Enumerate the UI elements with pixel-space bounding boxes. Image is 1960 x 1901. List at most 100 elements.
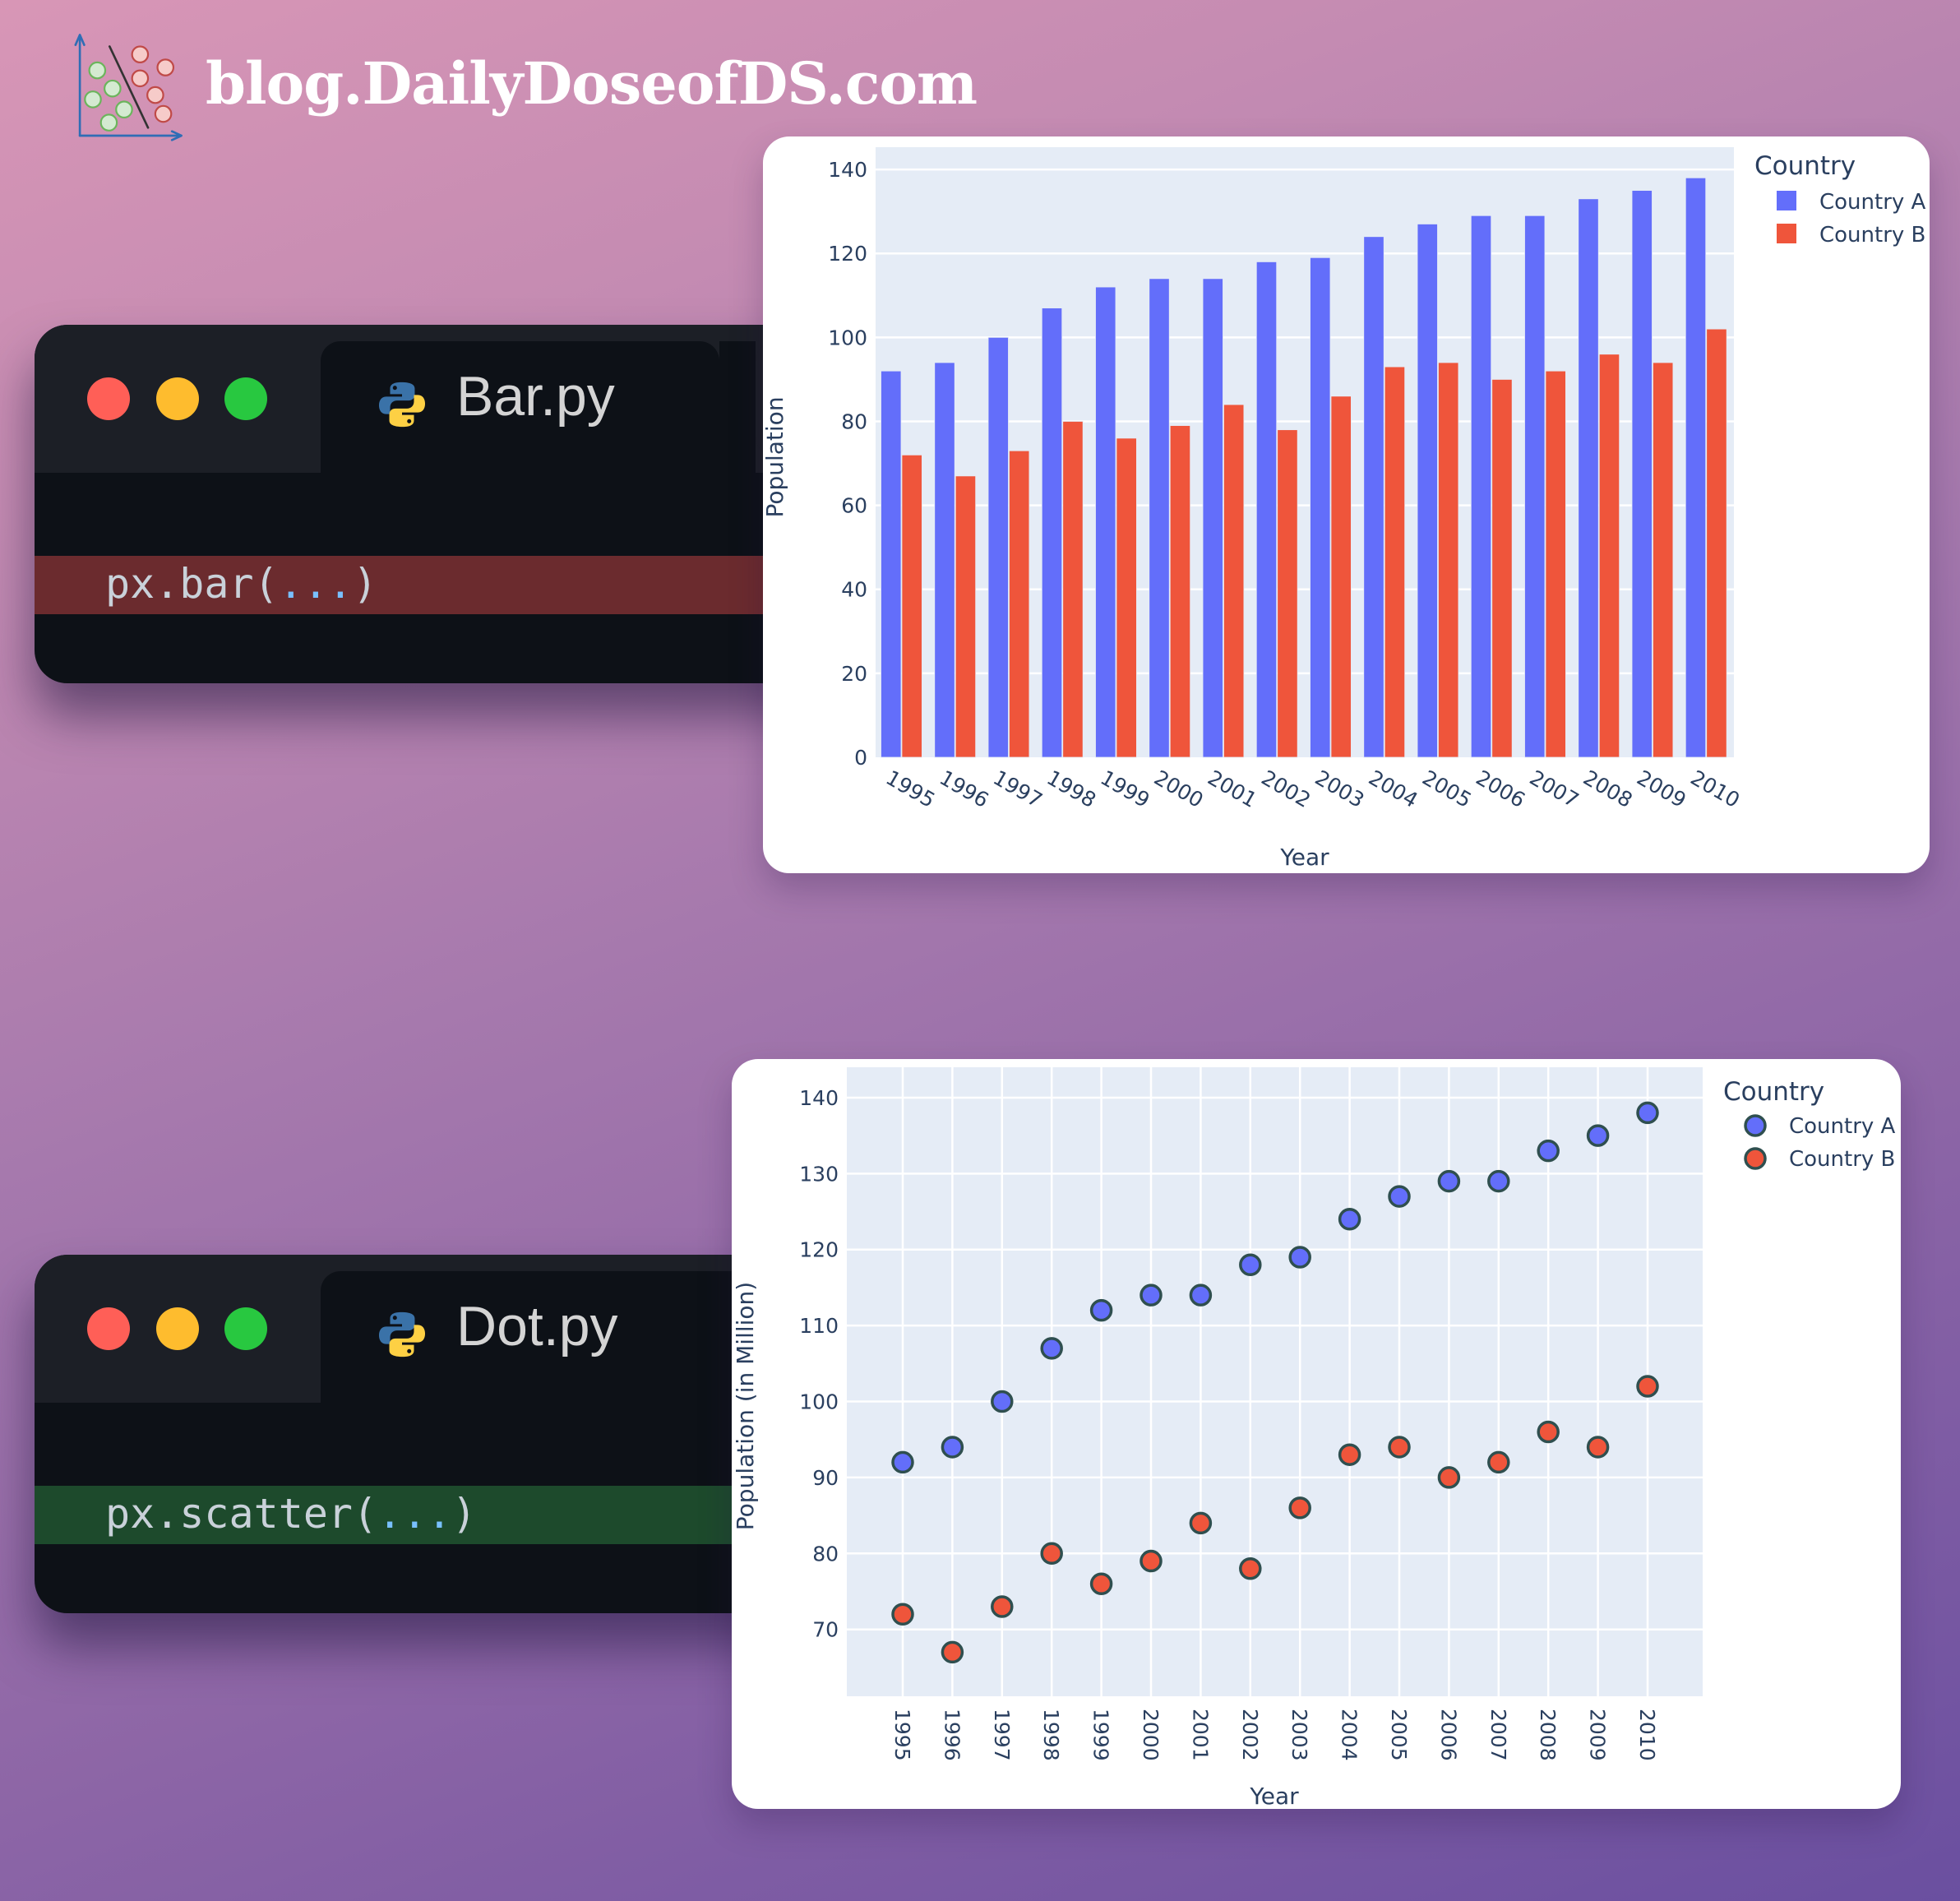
bar-country-b-2006[interactable] xyxy=(1491,378,1513,758)
point-country-b-1997[interactable] xyxy=(991,1595,1014,1618)
point-country-b-2010[interactable] xyxy=(1636,1375,1659,1398)
point-country-a-2008[interactable] xyxy=(1537,1139,1560,1163)
bar-country-b-1998[interactable] xyxy=(1062,421,1084,758)
x-tick-label: 2005 xyxy=(1387,1709,1411,1761)
point-country-a-2000[interactable] xyxy=(1139,1284,1163,1307)
legend-item-country-a[interactable]: Country A xyxy=(1744,1114,1896,1139)
y-tick-label: 90 xyxy=(812,1466,839,1490)
bar-country-a-1999[interactable] xyxy=(1095,286,1116,758)
bar-country-b-2009[interactable] xyxy=(1653,362,1674,758)
bar-country-b-2004[interactable] xyxy=(1384,366,1406,758)
point-country-a-2003[interactable] xyxy=(1288,1246,1311,1269)
bar-country-a-2003[interactable] xyxy=(1310,257,1331,758)
minimize-window-button[interactable] xyxy=(156,377,199,420)
point-country-a-1996[interactable] xyxy=(941,1436,964,1459)
minimize-window-button[interactable] xyxy=(156,1307,199,1350)
x-tick-label: 2009 xyxy=(1633,765,1690,812)
y-tick-label: 60 xyxy=(841,494,867,518)
point-country-b-2000[interactable] xyxy=(1139,1549,1163,1573)
point-country-b-1996[interactable] xyxy=(941,1640,964,1664)
bar-country-b-2007[interactable] xyxy=(1545,370,1566,758)
point-country-b-2002[interactable] xyxy=(1239,1557,1262,1580)
point-country-b-2003[interactable] xyxy=(1288,1496,1311,1519)
point-country-b-2005[interactable] xyxy=(1388,1436,1411,1459)
bar-country-a-1998[interactable] xyxy=(1041,308,1063,758)
legend-swatch-a xyxy=(1777,191,1796,210)
legend-item-country-a[interactable]: Country A xyxy=(1777,190,1926,215)
point-country-b-1998[interactable] xyxy=(1040,1542,1063,1566)
y-tick-label: 70 xyxy=(812,1618,839,1642)
point-country-a-1998[interactable] xyxy=(1040,1337,1063,1360)
point-country-a-2006[interactable] xyxy=(1437,1169,1461,1193)
point-country-b-2004[interactable] xyxy=(1338,1443,1361,1466)
close-window-button[interactable] xyxy=(87,377,130,420)
legend-item-country-b[interactable]: Country B xyxy=(1777,223,1925,247)
point-country-b-1999[interactable] xyxy=(1089,1572,1113,1596)
y-tick-label: 110 xyxy=(799,1314,839,1338)
bar-country-a-2009[interactable] xyxy=(1631,190,1653,758)
bar-country-b-2003[interactable] xyxy=(1330,395,1352,758)
bar-country-a-2004[interactable] xyxy=(1363,236,1384,758)
tab-filename: Bar.py xyxy=(456,365,615,428)
point-country-a-2005[interactable] xyxy=(1388,1185,1411,1208)
x-axis-title: Year xyxy=(1279,844,1329,871)
x-tick-label: 2001 xyxy=(1188,1709,1212,1761)
bar-country-a-1995[interactable] xyxy=(881,370,902,758)
close-window-button[interactable] xyxy=(87,1307,130,1350)
tab-spacer xyxy=(719,341,756,473)
bar-country-b-1995[interactable] xyxy=(901,454,922,758)
point-country-a-1995[interactable] xyxy=(891,1450,914,1474)
y-axis-ticks: 0 20 40 60 80 100 120 140 xyxy=(828,158,867,770)
tab-dot-py[interactable]: Dot.py xyxy=(321,1271,751,1403)
tab-bar-py[interactable]: Bar.py xyxy=(321,341,719,473)
point-country-a-1997[interactable] xyxy=(991,1390,1014,1413)
bar-country-a-2010[interactable] xyxy=(1685,177,1707,758)
python-icon xyxy=(378,382,426,428)
bar-country-a-2001[interactable] xyxy=(1202,278,1223,758)
bar-country-b-2008[interactable] xyxy=(1598,354,1620,758)
bar-country-b-2005[interactable] xyxy=(1438,362,1459,758)
y-tick-label: 140 xyxy=(828,158,867,182)
point-country-a-2002[interactable] xyxy=(1239,1253,1262,1276)
bar-country-a-2002[interactable] xyxy=(1255,261,1278,758)
point-country-a-2010[interactable] xyxy=(1636,1101,1659,1125)
point-country-b-2008[interactable] xyxy=(1537,1420,1560,1444)
point-country-a-1999[interactable] xyxy=(1089,1298,1113,1322)
point-country-b-2009[interactable] xyxy=(1586,1436,1610,1459)
code-line[interactable]: px.scatter(...) xyxy=(105,1489,477,1538)
x-tick-label: 2000 xyxy=(1139,1709,1163,1761)
brand-site-name: blog.DailyDoseofDS.com xyxy=(206,49,978,118)
scatter-chart-card: 70 80 90 100 110 120 130 140 1995 1996 1997 1998 19… xyxy=(732,1059,1901,1810)
point-country-b-1995[interactable] xyxy=(891,1603,914,1626)
code-line[interactable]: px.bar(...) xyxy=(105,559,377,608)
bar-country-a-1997[interactable] xyxy=(987,336,1009,758)
point-country-a-2001[interactable] xyxy=(1189,1284,1213,1307)
point-country-a-2004[interactable] xyxy=(1338,1208,1361,1231)
maximize-window-button[interactable] xyxy=(224,377,267,420)
point-country-a-2009[interactable] xyxy=(1586,1124,1610,1147)
bar-country-b-2002[interactable] xyxy=(1277,429,1298,758)
bar-country-a-2006[interactable] xyxy=(1470,215,1492,758)
code-function: px.bar( xyxy=(105,560,279,608)
bar-country-a-2008[interactable] xyxy=(1578,198,1599,758)
point-country-a-2007[interactable] xyxy=(1487,1169,1510,1193)
bar-country-b-1996[interactable] xyxy=(955,475,977,758)
bar-country-b-1999[interactable] xyxy=(1116,437,1137,758)
point-country-b-2007[interactable] xyxy=(1487,1450,1510,1474)
bar-country-b-2010[interactable] xyxy=(1706,328,1727,758)
bar-country-b-2000[interactable] xyxy=(1169,425,1191,758)
point-country-b-2006[interactable] xyxy=(1437,1466,1461,1489)
bar-country-a-2005[interactable] xyxy=(1417,224,1438,758)
bar-country-b-1997[interactable] xyxy=(1009,450,1030,758)
bar-country-a-2007[interactable] xyxy=(1524,215,1546,758)
point-country-b-2001[interactable] xyxy=(1189,1511,1213,1535)
bar-country-b-2001[interactable] xyxy=(1223,404,1245,758)
bar-country-a-2000[interactable] xyxy=(1149,278,1170,758)
x-tick-label: 2010 xyxy=(1635,1709,1659,1761)
maximize-window-button[interactable] xyxy=(224,1307,267,1350)
legend-item-country-b[interactable]: Country B xyxy=(1744,1147,1895,1172)
y-tick-label: 120 xyxy=(799,1238,839,1262)
bar-country-a-1996[interactable] xyxy=(934,362,955,758)
